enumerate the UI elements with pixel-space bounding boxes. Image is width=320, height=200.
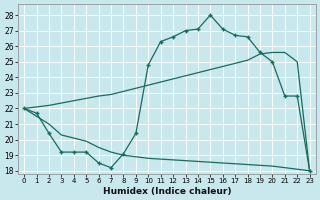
X-axis label: Humidex (Indice chaleur): Humidex (Indice chaleur)	[103, 187, 231, 196]
